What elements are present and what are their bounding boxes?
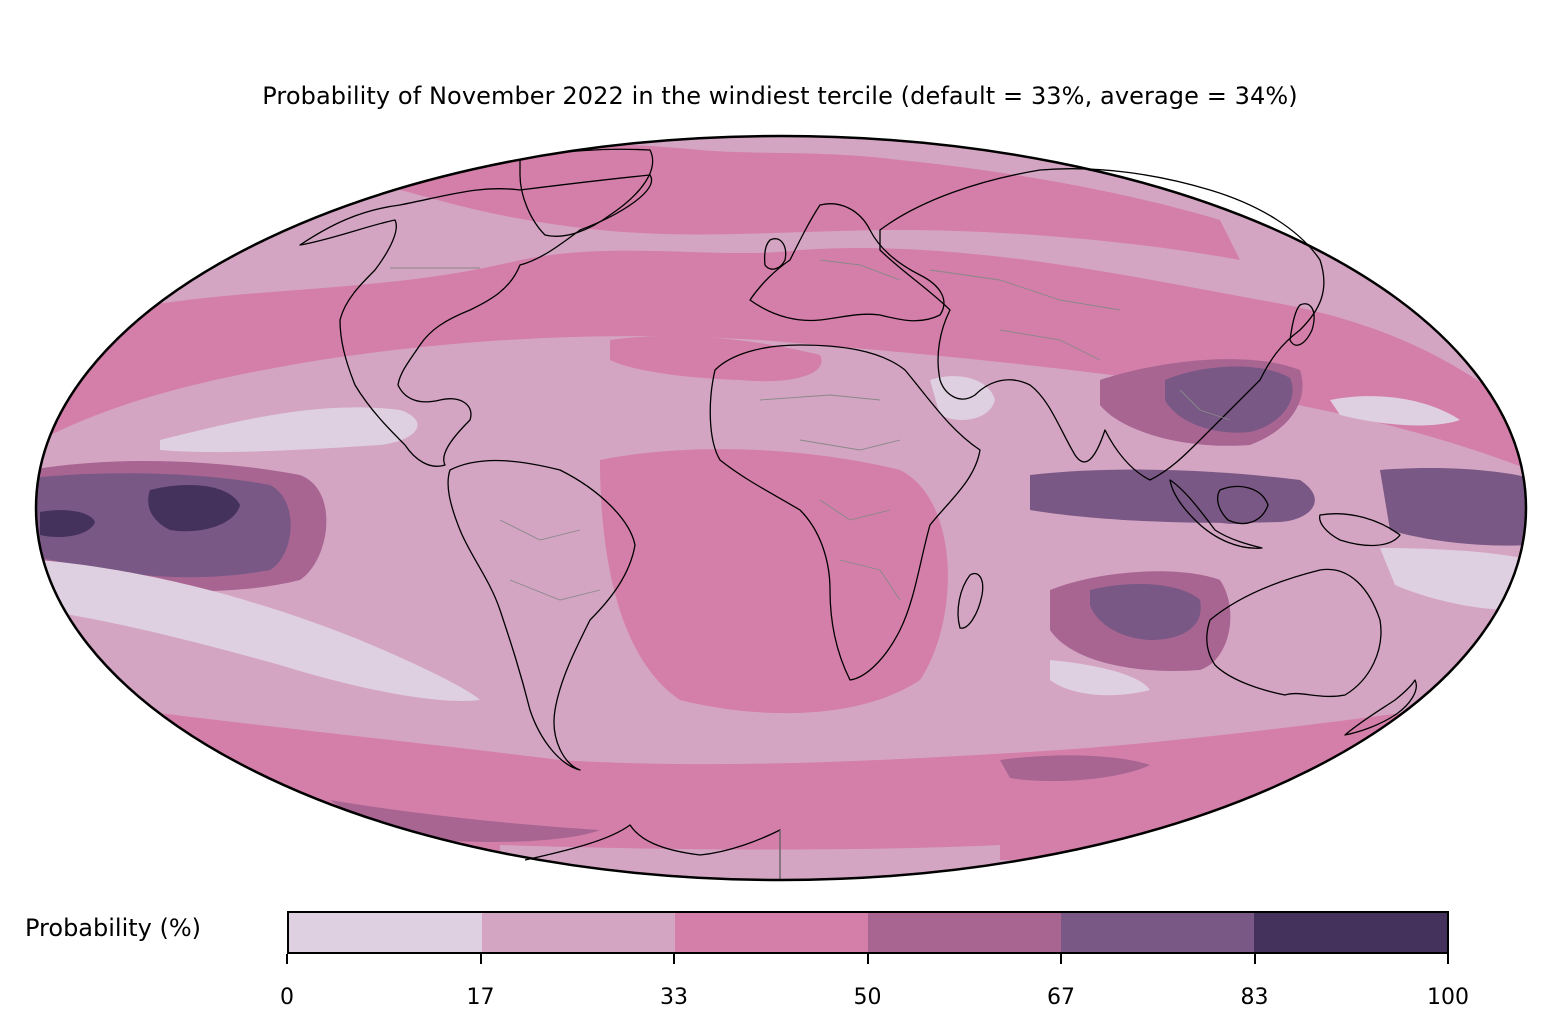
border-line bbox=[819, 259, 901, 281]
colorbar-tick bbox=[286, 954, 288, 964]
border-line bbox=[929, 269, 1121, 311]
border-line bbox=[759, 394, 881, 401]
world-map bbox=[34, 134, 1528, 882]
probability-field bbox=[36, 136, 1526, 880]
colorbar-label: Probability (%) bbox=[25, 914, 202, 942]
border-line bbox=[799, 439, 901, 451]
colorbar-tick bbox=[479, 954, 482, 964]
colorbar bbox=[287, 911, 1449, 954]
contour-band bbox=[1090, 584, 1201, 640]
contour-band bbox=[40, 248, 1526, 470]
border-line bbox=[839, 559, 901, 601]
coastline-japan bbox=[1289, 303, 1315, 346]
coastline-south-america bbox=[447, 459, 636, 771]
coastline-australia bbox=[1206, 568, 1382, 698]
border-line bbox=[499, 519, 581, 541]
colorbar-tick-label: 67 bbox=[1047, 985, 1075, 1010]
contour-band bbox=[1380, 468, 1526, 546]
colorbar-segment bbox=[868, 913, 1061, 952]
coastline-africa bbox=[709, 344, 981, 681]
colorbar-tick-label: 33 bbox=[660, 985, 688, 1010]
coastline-borneo bbox=[1217, 485, 1269, 525]
border-line bbox=[819, 499, 891, 521]
contour-band bbox=[40, 510, 95, 538]
colorbar-segment bbox=[675, 913, 868, 952]
contour-band bbox=[1189, 475, 1280, 524]
coastline-europe bbox=[749, 203, 945, 322]
contour-band bbox=[600, 449, 948, 714]
colorbar-tick-label: 0 bbox=[280, 985, 294, 1010]
contour-band bbox=[1050, 660, 1150, 696]
coastline-new-zealand bbox=[1344, 679, 1417, 736]
contour-band bbox=[930, 376, 995, 420]
colorbar-segment bbox=[482, 913, 675, 952]
colorbar-segment bbox=[1061, 913, 1254, 952]
contour-band bbox=[40, 560, 480, 701]
contour-band bbox=[1165, 366, 1293, 433]
contour-band bbox=[1380, 548, 1526, 611]
colorbar-tick-label: 17 bbox=[466, 985, 495, 1010]
coastline-sumatra bbox=[1169, 479, 1263, 549]
colorbar-tick bbox=[1060, 954, 1062, 964]
contour-band bbox=[160, 407, 418, 453]
coastline-north-america bbox=[299, 174, 653, 467]
colorbar-tick-label: 100 bbox=[1427, 985, 1469, 1010]
colorbar-tick bbox=[866, 954, 869, 964]
coastline-antarctica bbox=[524, 824, 781, 880]
coastline-british-isles bbox=[764, 238, 787, 270]
country-borders bbox=[390, 259, 1231, 880]
contour-band bbox=[148, 485, 240, 532]
globe-outline bbox=[34, 134, 1528, 882]
border-line bbox=[1179, 389, 1231, 421]
colorbar-tick bbox=[1447, 954, 1449, 964]
colorbar-tick bbox=[673, 954, 675, 964]
colorbar-tick bbox=[1253, 954, 1256, 964]
contour-band bbox=[400, 143, 1240, 260]
coastlines bbox=[299, 148, 1417, 880]
colorbar-tick-label: 83 bbox=[1240, 985, 1269, 1010]
contour-band bbox=[1330, 396, 1460, 426]
contour-band bbox=[500, 845, 1000, 880]
border-line bbox=[509, 579, 601, 601]
coastline-madagascar bbox=[957, 572, 984, 629]
colorbar-segment bbox=[1254, 913, 1447, 952]
colorbar-tick-label: 50 bbox=[853, 985, 882, 1010]
contour-band bbox=[1000, 755, 1150, 782]
coastline-greenland bbox=[519, 148, 654, 237]
border-line bbox=[999, 329, 1101, 361]
coastline-new-guinea bbox=[1319, 513, 1401, 547]
colorbar-segment bbox=[289, 913, 482, 952]
map-title: Probability of November 2022 in the wind… bbox=[262, 82, 1298, 110]
coastline-asia bbox=[879, 168, 1325, 481]
